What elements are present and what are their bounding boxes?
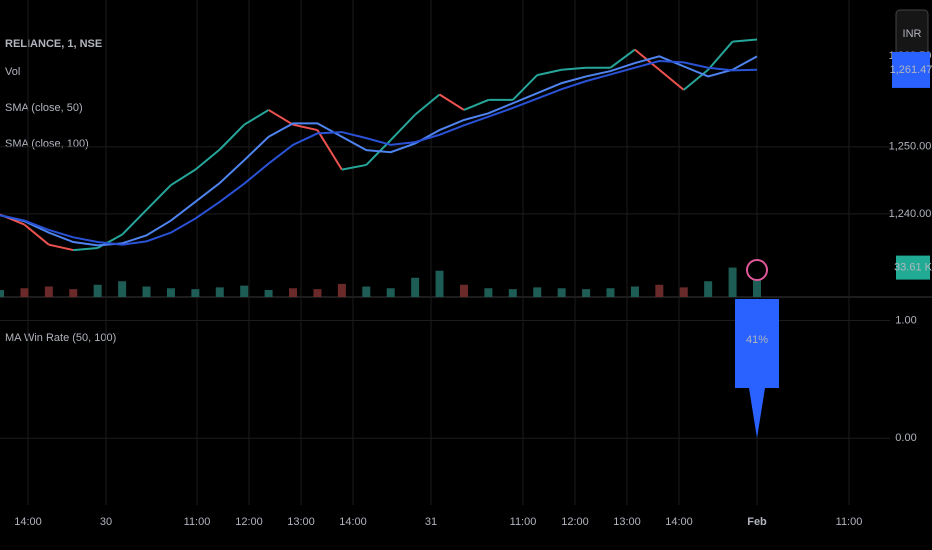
price-segment xyxy=(389,113,416,141)
volume-bar xyxy=(166,288,175,297)
price-segment xyxy=(145,184,172,211)
price-segment xyxy=(609,48,636,69)
volume-bar xyxy=(557,288,566,297)
time-label: 11:00 xyxy=(510,516,537,528)
price-segment xyxy=(23,223,50,246)
price-segment xyxy=(537,68,562,77)
sma-line xyxy=(0,60,758,246)
legend-symbol: RELIANCE, 1, NSE xyxy=(5,38,102,50)
price-segment xyxy=(463,98,489,111)
price-tick-label: 1,240.00 xyxy=(889,208,932,220)
volume-bar xyxy=(411,277,420,297)
volume-bar xyxy=(0,290,4,297)
volume-bar xyxy=(704,281,713,297)
volume-bar xyxy=(484,288,493,297)
volume-bar xyxy=(508,289,517,297)
volume-bar xyxy=(44,286,53,297)
volume-bar xyxy=(215,287,224,297)
volume-bar xyxy=(20,288,29,297)
legend-sma50: SMA (close, 50) xyxy=(5,102,83,114)
volume-bar xyxy=(728,267,737,297)
win-rate-label: 41% xyxy=(746,334,768,346)
time-label: 13:00 xyxy=(287,516,315,528)
last-price-label: 1,261.47 xyxy=(890,64,932,76)
price-segment xyxy=(243,109,270,126)
price-tick-label: 1,250.00 xyxy=(889,141,932,153)
price-segment xyxy=(414,93,441,116)
volume-bar xyxy=(435,270,444,297)
time-label: 14:00 xyxy=(339,516,367,528)
time-label: 14:00 xyxy=(14,516,42,528)
indicator-tick-label: 1.00 xyxy=(895,314,916,326)
last-volume-label: 33.61 K xyxy=(894,261,932,273)
volume-bar xyxy=(655,284,664,297)
indicator-tick-label: 0.00 xyxy=(895,432,916,444)
volume-bar xyxy=(606,288,615,297)
indicator-label: MA Win Rate (50, 100) xyxy=(5,332,116,344)
price-segment xyxy=(658,68,685,91)
volume-bar xyxy=(313,289,322,297)
callout-arrow xyxy=(749,388,765,439)
volume-bar xyxy=(386,288,395,297)
volume-bar xyxy=(582,289,591,297)
volume-bar xyxy=(69,289,78,297)
price-segment xyxy=(316,129,343,171)
volume-bar xyxy=(679,287,688,297)
time-label: 12:00 xyxy=(235,516,263,528)
price-segment xyxy=(121,209,148,236)
time-label: Feb xyxy=(747,516,767,528)
sma-line xyxy=(0,55,758,247)
time-label: 12:00 xyxy=(561,516,589,528)
price-segment xyxy=(194,148,221,171)
price-segment xyxy=(268,109,294,126)
volume-bar xyxy=(93,284,102,297)
time-label: 30 xyxy=(100,516,112,528)
volume-bar xyxy=(630,286,639,297)
price-segment xyxy=(732,38,758,43)
legend-vol: Vol xyxy=(5,66,20,78)
time-label: 11:00 xyxy=(184,516,211,528)
volume-bar xyxy=(459,284,468,297)
volume-bar xyxy=(118,281,127,297)
volume-bar xyxy=(533,287,542,297)
price-segment xyxy=(219,123,245,151)
time-label: 13:00 xyxy=(613,516,641,528)
price-segment xyxy=(341,163,367,171)
price-segment xyxy=(439,93,465,111)
volume-bar xyxy=(362,286,371,297)
volume-bar xyxy=(337,283,346,297)
event-icon xyxy=(746,259,768,281)
currency-label: INR xyxy=(903,28,922,40)
legend-sma100: SMA (close, 100) xyxy=(5,138,89,150)
volume-bar xyxy=(191,289,200,297)
time-label: 14:00 xyxy=(665,516,693,528)
last-volume-box xyxy=(896,255,930,280)
price-segment xyxy=(170,168,196,186)
price-segment xyxy=(73,247,98,252)
volume-bar xyxy=(289,288,298,297)
price-segment xyxy=(683,68,709,91)
volume-bar xyxy=(753,279,761,297)
win-rate-callout xyxy=(735,299,779,388)
time-label: 31 xyxy=(425,516,437,528)
price-segment xyxy=(561,66,587,71)
volume-bar xyxy=(240,285,249,297)
price-segment xyxy=(48,243,74,252)
volume-bar xyxy=(142,286,151,297)
last-price-box xyxy=(892,51,930,88)
time-label: 11:00 xyxy=(836,516,863,528)
price-segment xyxy=(707,40,734,71)
price-segment xyxy=(512,74,538,101)
price-segment xyxy=(292,123,318,132)
volume-bar xyxy=(264,290,273,297)
